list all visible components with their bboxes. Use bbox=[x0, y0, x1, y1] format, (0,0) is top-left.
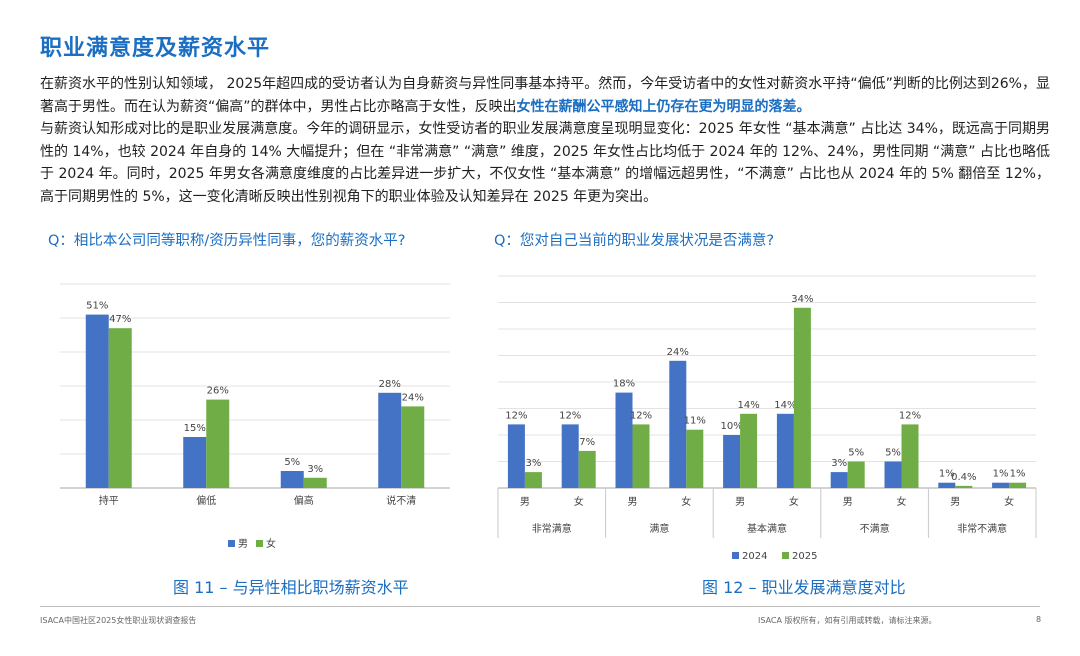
data-label: 1% bbox=[939, 469, 955, 480]
legend-swatch bbox=[732, 552, 739, 559]
legend-swatch bbox=[228, 540, 235, 547]
paragraph-career: 与薪资认知形成对比的是职业发展满意度。今年的调研显示，女性受访者的职业发展满意度… bbox=[40, 121, 1050, 205]
data-label: 15% bbox=[184, 423, 206, 434]
data-label: 3% bbox=[307, 464, 323, 475]
group-label: 满意 bbox=[649, 522, 669, 535]
bar-2025 bbox=[686, 429, 704, 488]
category-label: 偏低 bbox=[196, 494, 216, 507]
subcategory-label: 男 bbox=[628, 496, 638, 508]
data-label: 51% bbox=[86, 301, 108, 312]
bar-2024 bbox=[884, 461, 902, 488]
legend-swatch bbox=[782, 552, 789, 559]
data-label: 14% bbox=[774, 400, 796, 411]
data-label: 1% bbox=[1010, 469, 1026, 480]
bar-female bbox=[108, 328, 132, 488]
category-label: 说不清 bbox=[386, 494, 416, 507]
group-label: 不满意 bbox=[860, 522, 890, 535]
paragraph-salary-highlight: 女性在薪酬公平感知上仍存在更为明显的落差。 bbox=[516, 98, 811, 115]
data-label: 12% bbox=[630, 410, 652, 421]
footer-report-name: ISACA中国社区2025女性职业现状调查报告 bbox=[40, 616, 197, 625]
bar-2025 bbox=[793, 307, 811, 488]
data-label: 11% bbox=[684, 416, 706, 427]
category-label: 偏高 bbox=[294, 494, 314, 507]
bar-2025 bbox=[524, 472, 542, 488]
data-label: 5% bbox=[848, 448, 864, 459]
subcategory-label: 女 bbox=[789, 495, 799, 508]
subcategory-label: 女 bbox=[1004, 495, 1014, 508]
data-label: 26% bbox=[207, 386, 229, 397]
legend-label: 男 bbox=[238, 538, 248, 550]
bar-2025 bbox=[955, 485, 973, 488]
footer-copyright: ISACA 版权所有，如有引用或转载，请标注来源。 bbox=[758, 616, 937, 625]
subcategory-label: 女 bbox=[574, 495, 584, 508]
data-label: 7% bbox=[579, 437, 595, 448]
bar-2024 bbox=[723, 435, 741, 488]
figure-caption-salary: 图 11 – 与异性相比职场薪资水平 bbox=[173, 578, 409, 597]
subcategory-label: 男 bbox=[735, 496, 745, 508]
group-label: 非常不满意 bbox=[957, 522, 1007, 535]
data-label: 34% bbox=[791, 294, 813, 305]
bar-male bbox=[378, 392, 402, 488]
bar-2025 bbox=[578, 450, 596, 488]
bar-2024 bbox=[669, 360, 687, 488]
bar-female bbox=[303, 477, 327, 488]
data-label: 10% bbox=[720, 421, 742, 432]
bar-2024 bbox=[830, 472, 848, 488]
data-label: 3% bbox=[831, 458, 847, 469]
legend-label: 女 bbox=[266, 537, 276, 550]
bar-2025 bbox=[632, 424, 650, 488]
bar-2024 bbox=[507, 424, 525, 488]
data-label: 12% bbox=[559, 410, 581, 421]
data-label: 18% bbox=[613, 379, 635, 390]
category-label: 持平 bbox=[99, 494, 119, 507]
data-label: 24% bbox=[402, 392, 424, 403]
bar-2024 bbox=[615, 392, 633, 488]
subcategory-label: 女 bbox=[681, 495, 691, 508]
group-label: 非常满意 bbox=[532, 522, 572, 535]
bar-2025 bbox=[901, 424, 919, 488]
legend-swatch bbox=[256, 540, 263, 547]
bar-male bbox=[280, 471, 304, 488]
subcategory-label: 男 bbox=[843, 496, 853, 508]
data-label: 14% bbox=[737, 400, 759, 411]
bar-2024 bbox=[776, 413, 794, 488]
page-title: 职业满意度及薪资水平 bbox=[40, 36, 271, 61]
legend-label: 2024 bbox=[742, 551, 767, 562]
figure-caption-career: 图 12 – 职业发展满意度对比 bbox=[702, 578, 906, 597]
bar-male bbox=[85, 314, 109, 488]
bar-2025 bbox=[1009, 482, 1027, 488]
bar-2024 bbox=[938, 482, 956, 488]
data-label: 12% bbox=[505, 410, 527, 421]
subcategory-label: 女 bbox=[897, 495, 907, 508]
data-label: 12% bbox=[899, 410, 921, 421]
data-label: 28% bbox=[379, 379, 401, 390]
paragraph-salary: 在薪资水平的性别认知领域， 2025年超四成的受访者认为自身薪资与异性同事基本持… bbox=[40, 73, 1050, 118]
question-salary: Q：相比本公司同等职称/资历异性同事，您的薪资水平? bbox=[48, 233, 406, 249]
bar-female bbox=[206, 399, 230, 488]
bar-2025 bbox=[847, 461, 865, 488]
bar-female bbox=[401, 406, 425, 488]
data-label: 5% bbox=[284, 457, 300, 468]
footer-divider bbox=[40, 606, 1040, 607]
subcategory-label: 男 bbox=[950, 496, 960, 508]
bar-2024 bbox=[992, 482, 1010, 488]
subcategory-label: 男 bbox=[520, 496, 530, 508]
data-label: 1% bbox=[993, 469, 1009, 480]
question-career: Q：您对自己当前的职业发展状况是否满意? bbox=[494, 233, 775, 249]
data-label: 0.4% bbox=[951, 472, 976, 483]
bar-2024 bbox=[561, 424, 579, 488]
legend-label: 2025 bbox=[792, 551, 817, 562]
data-label: 47% bbox=[109, 314, 131, 325]
paragraph-salary-text: 在薪资水平的性别认知领域， 2025年超四成的受访者认为自身薪资与异性同事基本持… bbox=[40, 76, 1050, 115]
data-label: 5% bbox=[885, 448, 901, 459]
group-label: 基本满意 bbox=[747, 522, 787, 535]
data-label: 24% bbox=[667, 347, 689, 358]
page-number: 8 bbox=[1036, 615, 1042, 624]
bar-male bbox=[183, 437, 207, 488]
bar-2025 bbox=[740, 413, 758, 488]
data-label: 3% bbox=[525, 458, 541, 469]
body-text: 在薪资水平的性别认知领域， 2025年超四成的受访者认为自身薪资与异性同事基本持… bbox=[40, 73, 1050, 209]
